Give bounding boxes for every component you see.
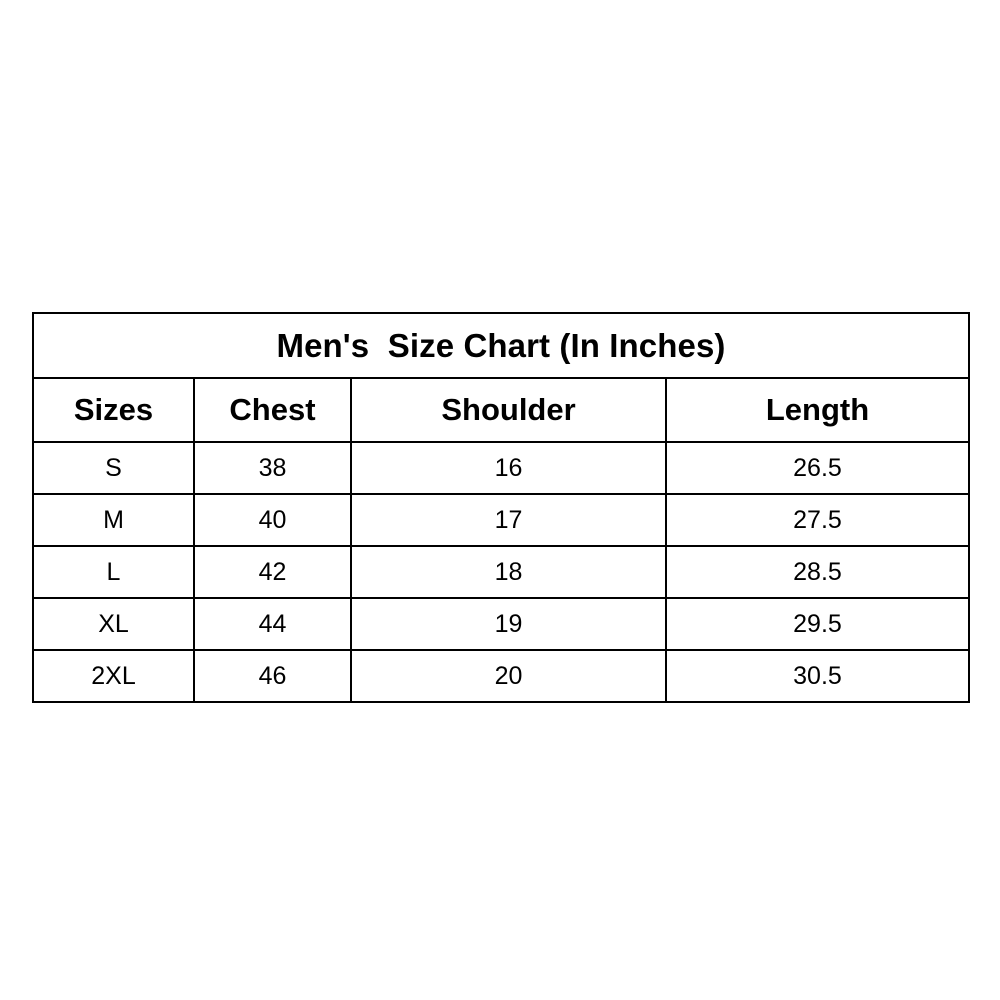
table-row: L 42 18 28.5 (32, 545, 970, 599)
table-title-row: Men's Size Chart (In Inches) (32, 312, 970, 379)
column-header-sizes: Sizes (32, 377, 195, 443)
size-chart-container: Men's Size Chart (In Inches) Sizes Chest… (32, 312, 970, 703)
cell-shoulder: 19 (350, 597, 667, 651)
cell-chest: 38 (193, 441, 352, 495)
cell-length: 29.5 (665, 597, 970, 651)
cell-size: S (32, 441, 195, 495)
cell-chest: 40 (193, 493, 352, 547)
table-row: S 38 16 26.5 (32, 441, 970, 495)
cell-size: L (32, 545, 195, 599)
cell-size: M (32, 493, 195, 547)
cell-length: 26.5 (665, 441, 970, 495)
cell-length: 30.5 (665, 649, 970, 703)
column-header-chest: Chest (193, 377, 352, 443)
cell-chest: 42 (193, 545, 352, 599)
cell-size: XL (32, 597, 195, 651)
chart-title: Men's Size Chart (In Inches) (32, 312, 970, 379)
cell-shoulder: 17 (350, 493, 667, 547)
cell-length: 27.5 (665, 493, 970, 547)
table-row: M 40 17 27.5 (32, 493, 970, 547)
table-header-row: Sizes Chest Shoulder Length (32, 377, 970, 443)
column-header-length: Length (665, 377, 970, 443)
cell-chest: 44 (193, 597, 352, 651)
table-row: XL 44 19 29.5 (32, 597, 970, 651)
cell-shoulder: 20 (350, 649, 667, 703)
mens-size-chart-table: Men's Size Chart (In Inches) Sizes Chest… (32, 312, 970, 703)
cell-length: 28.5 (665, 545, 970, 599)
cell-shoulder: 16 (350, 441, 667, 495)
table-row: 2XL 46 20 30.5 (32, 649, 970, 703)
cell-size: 2XL (32, 649, 195, 703)
column-header-shoulder: Shoulder (350, 377, 667, 443)
cell-shoulder: 18 (350, 545, 667, 599)
cell-chest: 46 (193, 649, 352, 703)
